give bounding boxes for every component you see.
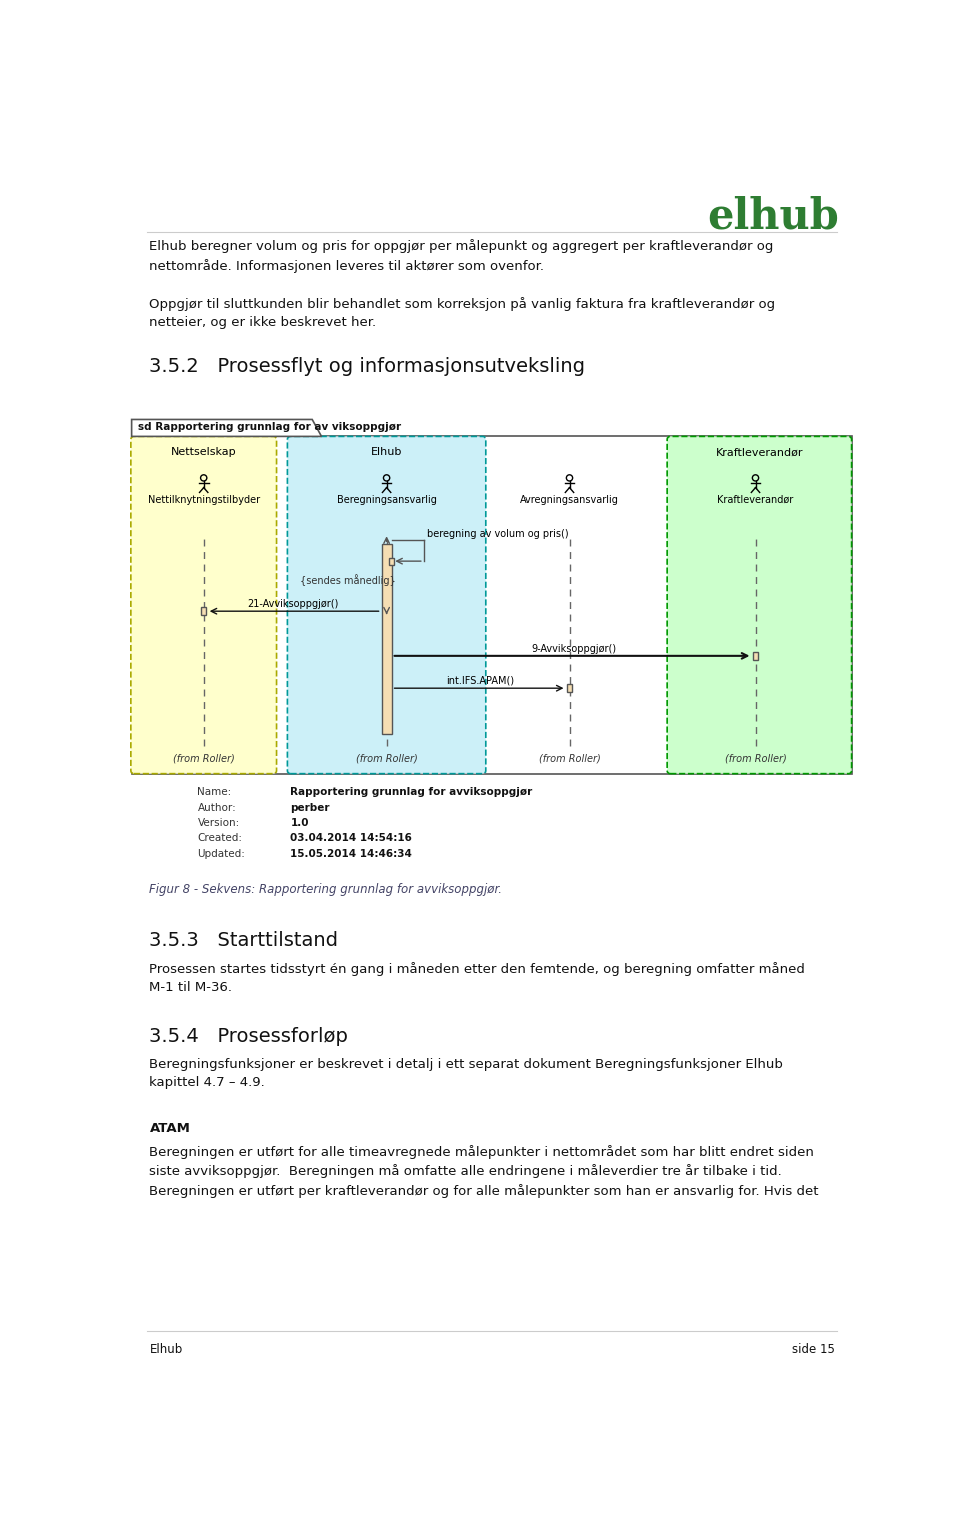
Text: sd Rapportering grunnlag for av viksoppgjør: sd Rapportering grunnlag for av viksoppg… [138,421,401,432]
Text: 3.5.4   Prosessforløp: 3.5.4 Prosessforløp [150,1026,348,1046]
Text: Nettselskap: Nettselskap [171,447,236,457]
FancyBboxPatch shape [667,437,852,774]
Text: Author:: Author: [198,803,236,812]
Text: Elhub beregner volum og pris for oppgjør per målepunkt og aggregert per kraftlev: Elhub beregner volum og pris for oppgjør… [150,239,774,273]
Text: Figur 8 - Sekvens: Rapportering grunnlag for avviksoppgjør.: Figur 8 - Sekvens: Rapportering grunnlag… [150,882,502,896]
Text: beregning av volum og pris(): beregning av volum og pris() [427,529,568,539]
Bar [132,437,852,774]
Text: Kraftleverandør: Kraftleverandør [715,447,804,457]
Bar [753,653,758,660]
Text: int.IFS.APAM(): int.IFS.APAM() [446,676,515,686]
Text: Avregningsansvarlig: Avregningsansvarlig [520,495,619,504]
Text: 03.04.2014 14:54:16: 03.04.2014 14:54:16 [291,833,413,843]
Text: side 15: side 15 [792,1342,834,1356]
Text: 9-Avviksoppgjør(): 9-Avviksoppgjør() [531,643,616,654]
Text: Kraftleverandør: Kraftleverandør [717,495,794,504]
Text: Beregningsfunksjoner er beskrevet i detalj i ett separat dokument Beregningsfunk: Beregningsfunksjoner er beskrevet i deta… [150,1057,783,1089]
Text: (from Roller): (from Roller) [725,754,786,763]
Text: Version:: Version: [198,818,240,827]
Text: 1.0: 1.0 [291,818,309,827]
Text: Beregningsansvarlig: Beregningsansvarlig [337,495,437,504]
Text: Oppgjør til sluttkunden blir behandlet som korreksjon på vanlig faktura fra kraf: Oppgjør til sluttkunden blir behandlet s… [150,297,776,329]
Text: 15.05.2014 14:46:34: 15.05.2014 14:46:34 [291,849,413,859]
Text: Name:: Name: [198,787,231,797]
Text: Updated:: Updated: [198,849,246,859]
Bar [566,685,572,692]
Text: (from Roller): (from Roller) [356,754,418,763]
FancyBboxPatch shape [287,437,486,774]
Bar [389,558,395,565]
Text: Prosessen startes tidsstyrt én gang i måneden etter den femtende, og beregning o: Prosessen startes tidsstyrt én gang i må… [150,962,805,994]
Text: perber: perber [291,803,330,812]
Text: 3.5.2   Prosessflyt og informasjonsutveksling: 3.5.2 Prosessflyt og informasjonsutveksl… [150,357,586,375]
Text: Elhub: Elhub [150,1342,182,1356]
Text: 3.5.3   Starttilstand: 3.5.3 Starttilstand [150,931,339,950]
Text: Created:: Created: [198,833,243,843]
Text: Nettilknytningstilbyder: Nettilknytningstilbyder [148,495,260,504]
Text: ATAM: ATAM [150,1121,190,1135]
Text: Beregningen er utført for alle timeavregnede målepunkter i nettområdet som har b: Beregningen er utført for alle timeavreg… [150,1144,819,1198]
Text: elhub: elhub [708,196,839,237]
Text: Elhub: Elhub [371,447,402,457]
Polygon shape [132,420,322,437]
Text: 21-Avviksoppgjør(): 21-Avviksoppgjør() [247,599,338,608]
Text: (from Roller): (from Roller) [173,754,234,763]
Bar [201,607,206,614]
Bar [381,544,392,734]
Text: {sendes månedlig}: {sendes månedlig} [300,574,396,587]
Text: (from Roller): (from Roller) [539,754,600,763]
Text: Rapportering grunnlag for avviksoppgjør: Rapportering grunnlag for avviksoppgjør [291,787,533,797]
FancyBboxPatch shape [131,437,276,774]
